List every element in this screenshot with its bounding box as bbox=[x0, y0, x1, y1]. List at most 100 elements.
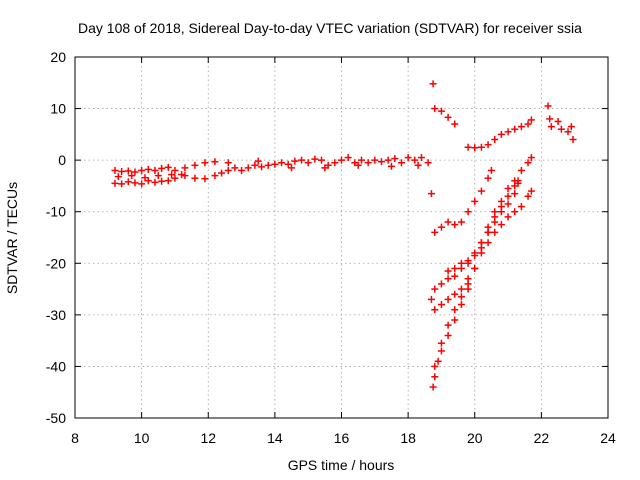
data-point bbox=[471, 197, 479, 205]
data-point bbox=[111, 166, 119, 174]
chart-title: Day 108 of 2018, Sidereal Day-to-day VTE… bbox=[78, 20, 582, 36]
data-point bbox=[114, 173, 122, 181]
x-tick-label: 24 bbox=[600, 430, 616, 446]
data-point bbox=[471, 144, 479, 152]
data-point bbox=[491, 136, 499, 144]
y-tick-label: 10 bbox=[50, 101, 66, 117]
data-point bbox=[437, 347, 445, 355]
data-point bbox=[444, 275, 452, 283]
data-point bbox=[457, 264, 465, 272]
data-point bbox=[517, 166, 525, 174]
data-point bbox=[131, 179, 139, 187]
data-point bbox=[321, 164, 329, 172]
data-point bbox=[158, 164, 166, 172]
data-point bbox=[411, 156, 419, 164]
data-point bbox=[484, 141, 492, 149]
data-point bbox=[564, 128, 572, 136]
data-point bbox=[298, 156, 306, 164]
data-point bbox=[437, 339, 445, 347]
y-tick-label: -50 bbox=[46, 410, 66, 426]
data-point bbox=[451, 290, 459, 298]
data-point bbox=[517, 203, 525, 211]
data-point bbox=[484, 174, 492, 182]
data-point bbox=[444, 113, 452, 121]
y-tick-label: -20 bbox=[46, 255, 66, 271]
data-point bbox=[464, 280, 472, 288]
data-point bbox=[397, 159, 405, 167]
data-point bbox=[464, 259, 472, 267]
data-point bbox=[567, 123, 575, 131]
data-point bbox=[244, 164, 252, 172]
data-point bbox=[124, 167, 132, 175]
data-point bbox=[238, 166, 246, 174]
data-point bbox=[451, 272, 459, 280]
data-point bbox=[178, 171, 186, 179]
data-point bbox=[218, 169, 226, 177]
data-point bbox=[224, 159, 232, 167]
data-point bbox=[357, 156, 365, 164]
data-point bbox=[427, 295, 435, 303]
data-point bbox=[181, 164, 189, 172]
data-point bbox=[191, 161, 199, 169]
data-point bbox=[511, 182, 519, 190]
data-point bbox=[284, 160, 292, 168]
y-tick-label: -30 bbox=[46, 307, 66, 323]
data-point bbox=[181, 172, 189, 180]
x-tick-label: 12 bbox=[200, 430, 216, 446]
data-point bbox=[211, 172, 219, 180]
data-point bbox=[138, 180, 146, 188]
data-point bbox=[546, 115, 554, 123]
data-point bbox=[158, 177, 166, 185]
grid-lines bbox=[75, 57, 608, 418]
data-point bbox=[444, 295, 452, 303]
data-point bbox=[171, 166, 179, 174]
data-point bbox=[429, 80, 437, 88]
data-point bbox=[154, 172, 162, 180]
data-point bbox=[311, 155, 319, 163]
data-point bbox=[444, 331, 452, 339]
x-tick-label: 8 bbox=[71, 430, 79, 446]
data-point bbox=[118, 167, 126, 175]
data-point bbox=[201, 159, 209, 167]
data-point bbox=[371, 156, 379, 164]
data-point bbox=[224, 166, 232, 174]
data-point bbox=[544, 102, 552, 110]
data-point bbox=[464, 143, 472, 151]
data-point bbox=[554, 117, 562, 125]
data-point bbox=[151, 166, 159, 174]
data-point bbox=[504, 128, 512, 136]
data-point bbox=[457, 218, 465, 226]
data-point bbox=[491, 213, 499, 221]
y-tick-label: 20 bbox=[50, 49, 66, 65]
data-point bbox=[211, 158, 219, 166]
x-tick-label: 20 bbox=[467, 430, 483, 446]
data-point bbox=[524, 192, 532, 200]
x-tick-label: 22 bbox=[534, 430, 550, 446]
data-point bbox=[377, 158, 385, 166]
data-point bbox=[437, 280, 445, 288]
data-point bbox=[487, 166, 495, 174]
data-point bbox=[431, 285, 439, 293]
data-point bbox=[491, 228, 499, 236]
data-point bbox=[557, 125, 565, 133]
data-point bbox=[477, 187, 485, 195]
axis-ticks: 8 10 12 14 16 18 20 22 24 -50 -40 -30 -20 -10 0 10 20 bbox=[46, 49, 616, 446]
data-point bbox=[477, 143, 485, 151]
data-point bbox=[141, 174, 149, 182]
data-point bbox=[258, 163, 266, 171]
data-point bbox=[457, 285, 465, 293]
data-point bbox=[504, 200, 512, 208]
data-point bbox=[471, 264, 479, 272]
data-point bbox=[524, 120, 532, 128]
data-point bbox=[384, 156, 392, 164]
data-point bbox=[437, 107, 445, 115]
data-point bbox=[547, 123, 555, 131]
data-point bbox=[437, 301, 445, 309]
data-point bbox=[429, 383, 437, 391]
data-point bbox=[451, 306, 459, 314]
data-point bbox=[391, 155, 399, 163]
data-point bbox=[527, 116, 535, 124]
data-point bbox=[424, 159, 432, 167]
data-point bbox=[427, 190, 435, 198]
data-point bbox=[201, 175, 209, 183]
